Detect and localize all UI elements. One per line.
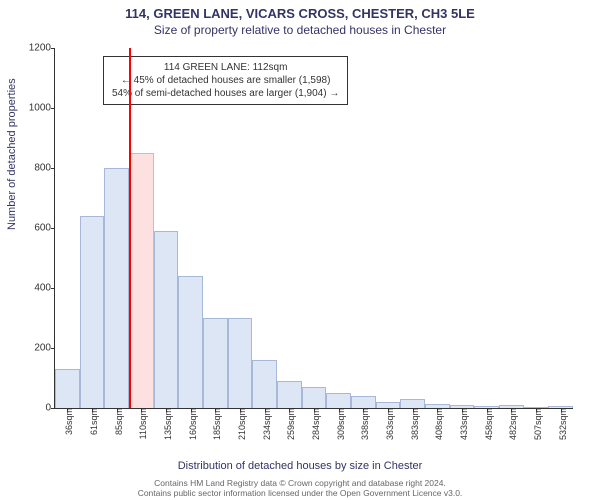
histogram-bar: [203, 318, 228, 408]
x-tick-mark: [92, 408, 93, 412]
x-tick-mark: [166, 408, 167, 412]
chart-container: 114, GREEN LANE, VICARS CROSS, CHESTER, …: [0, 0, 600, 500]
page-subtitle: Size of property relative to detached ho…: [0, 21, 600, 37]
y-axis-label: Number of detached properties: [6, 78, 18, 230]
x-tick-mark: [462, 408, 463, 412]
y-tick-mark: [51, 288, 55, 289]
annotation-line-3: 54% of semi-detached houses are larger (…: [112, 87, 339, 100]
x-tick-mark: [314, 408, 315, 412]
footer-line-2: Contains public sector information licen…: [0, 488, 600, 498]
x-tick-label: 36sqm: [60, 408, 74, 435]
x-tick-label: 160sqm: [184, 408, 198, 440]
x-tick-mark: [487, 408, 488, 412]
histogram-bar: [400, 399, 425, 408]
marker-line: [129, 48, 131, 408]
histogram-bar: [252, 360, 277, 408]
x-tick-mark: [413, 408, 414, 412]
annotation-box: 114 GREEN LANE: 112sqm ← 45% of detached…: [103, 56, 348, 105]
histogram-bar: [104, 168, 129, 408]
y-tick-mark: [51, 408, 55, 409]
x-tick-mark: [536, 408, 537, 412]
x-tick-mark: [339, 408, 340, 412]
x-tick-label: 507sqm: [529, 408, 543, 440]
x-tick-mark: [289, 408, 290, 412]
x-tick-label: 284sqm: [307, 408, 321, 440]
x-tick-label: 383sqm: [406, 408, 420, 440]
y-tick-mark: [51, 168, 55, 169]
histogram-bar: [154, 231, 179, 408]
x-tick-label: 458sqm: [480, 408, 494, 440]
x-tick-mark: [215, 408, 216, 412]
x-tick-label: 135sqm: [159, 408, 173, 440]
x-tick-mark: [388, 408, 389, 412]
x-tick-mark: [191, 408, 192, 412]
x-tick-label: 482sqm: [504, 408, 518, 440]
x-tick-label: 61sqm: [85, 408, 99, 435]
x-tick-label: 363sqm: [381, 408, 395, 440]
x-tick-mark: [67, 408, 68, 412]
histogram-bar: [80, 216, 105, 408]
x-tick-mark: [117, 408, 118, 412]
y-tick-mark: [51, 348, 55, 349]
x-tick-label: 309sqm: [332, 408, 346, 440]
histogram-bar: [55, 369, 80, 408]
x-tick-mark: [511, 408, 512, 412]
annotation-line-2: ← 45% of detached houses are smaller (1,…: [112, 74, 339, 87]
x-tick-mark: [265, 408, 266, 412]
histogram-bar: [129, 153, 154, 408]
x-tick-label: 338sqm: [356, 408, 370, 440]
y-tick-mark: [51, 108, 55, 109]
footer-text: Contains HM Land Registry data © Crown c…: [0, 478, 600, 498]
histogram-bar: [326, 393, 351, 408]
histogram-bar: [178, 276, 203, 408]
x-tick-label: 85sqm: [110, 408, 124, 435]
x-tick-mark: [141, 408, 142, 412]
x-tick-label: 210sqm: [233, 408, 247, 440]
histogram-bar: [228, 318, 253, 408]
x-tick-label: 408sqm: [430, 408, 444, 440]
chart-area: 114 GREEN LANE: 112sqm ← 45% of detached…: [54, 48, 573, 409]
y-tick-mark: [51, 48, 55, 49]
x-axis-label: Distribution of detached houses by size …: [0, 460, 600, 472]
x-tick-label: 532sqm: [554, 408, 568, 440]
histogram-bar: [277, 381, 302, 408]
x-tick-label: 110sqm: [134, 408, 148, 439]
x-tick-label: 259sqm: [282, 408, 296, 440]
x-tick-mark: [363, 408, 364, 412]
x-tick-mark: [437, 408, 438, 412]
annotation-line-1: 114 GREEN LANE: 112sqm: [112, 61, 339, 74]
histogram-bar: [351, 396, 376, 408]
footer-line-1: Contains HM Land Registry data © Crown c…: [0, 478, 600, 488]
x-tick-mark: [240, 408, 241, 412]
histogram-bar: [302, 387, 327, 408]
x-tick-label: 234sqm: [258, 408, 272, 440]
page-title: 114, GREEN LANE, VICARS CROSS, CHESTER, …: [0, 0, 600, 21]
x-tick-label: 433sqm: [455, 408, 469, 440]
x-tick-mark: [561, 408, 562, 412]
y-tick-mark: [51, 228, 55, 229]
x-tick-label: 185sqm: [208, 408, 222, 440]
